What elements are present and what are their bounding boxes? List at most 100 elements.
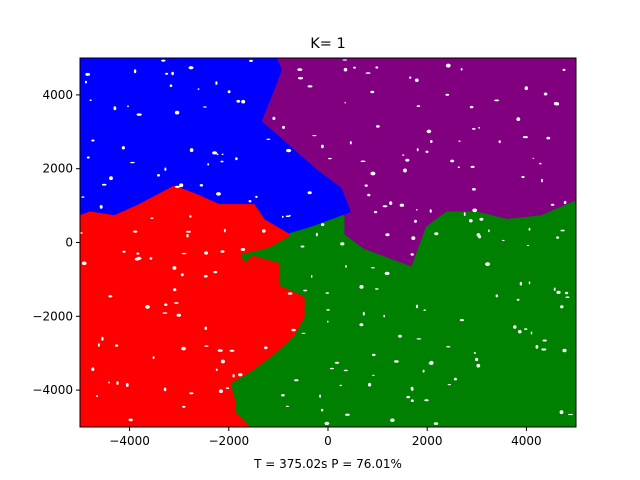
speckle bbox=[384, 271, 390, 276]
speckle bbox=[86, 156, 90, 159]
speckle bbox=[96, 395, 98, 398]
speckle bbox=[315, 232, 318, 237]
speckle bbox=[553, 287, 556, 291]
speckle bbox=[559, 410, 564, 415]
speckle bbox=[343, 67, 348, 72]
speckle bbox=[91, 367, 95, 372]
speckle bbox=[410, 253, 414, 256]
speckle bbox=[122, 250, 126, 253]
speckle bbox=[409, 76, 412, 79]
speckle bbox=[232, 374, 235, 378]
speckle bbox=[180, 273, 184, 277]
speckle bbox=[370, 267, 375, 269]
speckle bbox=[288, 214, 291, 217]
speckle bbox=[556, 290, 561, 294]
speckle bbox=[556, 236, 560, 239]
speckle bbox=[426, 129, 432, 134]
speckle bbox=[416, 209, 418, 211]
speckle bbox=[121, 146, 125, 150]
speckle bbox=[450, 159, 455, 163]
y-tick-label: 2000 bbox=[42, 162, 73, 176]
speckle bbox=[272, 116, 276, 120]
speckle bbox=[199, 184, 204, 187]
speckle bbox=[565, 291, 569, 295]
speckle bbox=[108, 295, 113, 298]
speckle bbox=[189, 148, 194, 153]
speckle bbox=[238, 373, 243, 377]
speckle bbox=[229, 349, 235, 352]
speckle bbox=[136, 252, 140, 255]
speckle bbox=[172, 266, 177, 270]
x-axis: −4000 −2000 0 2000 4000 bbox=[109, 427, 542, 448]
speckle bbox=[287, 292, 293, 295]
speckle bbox=[171, 71, 174, 76]
speckle bbox=[225, 387, 230, 389]
speckle bbox=[565, 296, 570, 299]
speckle bbox=[473, 352, 477, 354]
speckle bbox=[310, 275, 313, 278]
speckle bbox=[429, 360, 434, 365]
speckle bbox=[475, 357, 479, 362]
speckle bbox=[334, 361, 340, 364]
speckle bbox=[416, 148, 419, 152]
speckle bbox=[344, 102, 347, 104]
speckle bbox=[297, 68, 303, 71]
speckle bbox=[488, 229, 490, 233]
speckle bbox=[134, 257, 140, 261]
speckle bbox=[370, 171, 376, 176]
speckle bbox=[215, 81, 218, 85]
speckle bbox=[189, 392, 194, 395]
speckle bbox=[325, 292, 330, 294]
speckle bbox=[181, 346, 187, 351]
speckle bbox=[113, 106, 117, 111]
speckle bbox=[359, 285, 364, 289]
speckle bbox=[149, 257, 153, 260]
speckle bbox=[300, 245, 305, 248]
speckle bbox=[282, 125, 285, 129]
speckle bbox=[370, 90, 375, 94]
speckle bbox=[553, 101, 558, 106]
regions-layer bbox=[80, 58, 576, 427]
speckle bbox=[362, 311, 365, 316]
speckle bbox=[539, 162, 542, 165]
x-tick-label: 2000 bbox=[412, 434, 443, 448]
speckle bbox=[372, 353, 376, 357]
speckle bbox=[127, 105, 129, 108]
speckle bbox=[298, 77, 303, 80]
speckle bbox=[560, 305, 564, 309]
speckle bbox=[235, 157, 238, 161]
speckle bbox=[528, 227, 531, 231]
speckle bbox=[434, 232, 439, 236]
speckle bbox=[189, 215, 192, 218]
speckle bbox=[215, 368, 218, 372]
speckle bbox=[343, 369, 348, 372]
region-3 bbox=[80, 185, 305, 427]
speckle bbox=[430, 140, 433, 143]
speckle bbox=[398, 334, 402, 338]
speckle bbox=[353, 66, 356, 69]
speckle bbox=[133, 230, 138, 233]
speckle bbox=[501, 239, 505, 242]
speckle bbox=[550, 203, 555, 206]
speckle bbox=[416, 105, 421, 107]
speckle bbox=[568, 413, 573, 416]
speckle bbox=[468, 219, 473, 223]
speckle bbox=[128, 418, 133, 422]
speckle bbox=[248, 200, 252, 203]
speckle bbox=[163, 387, 167, 392]
speckle bbox=[130, 161, 135, 164]
speckle bbox=[405, 158, 410, 162]
speckle bbox=[321, 223, 325, 227]
speckle bbox=[221, 153, 224, 156]
speckle bbox=[220, 359, 225, 364]
speckle bbox=[530, 331, 533, 335]
speckle bbox=[513, 325, 517, 329]
speckle bbox=[541, 178, 543, 183]
speckle bbox=[447, 384, 451, 386]
speckle bbox=[470, 165, 475, 168]
speckle bbox=[186, 234, 189, 238]
speckle bbox=[472, 127, 476, 130]
speckle bbox=[181, 252, 187, 255]
speckle bbox=[161, 59, 166, 62]
speckle bbox=[179, 183, 184, 188]
